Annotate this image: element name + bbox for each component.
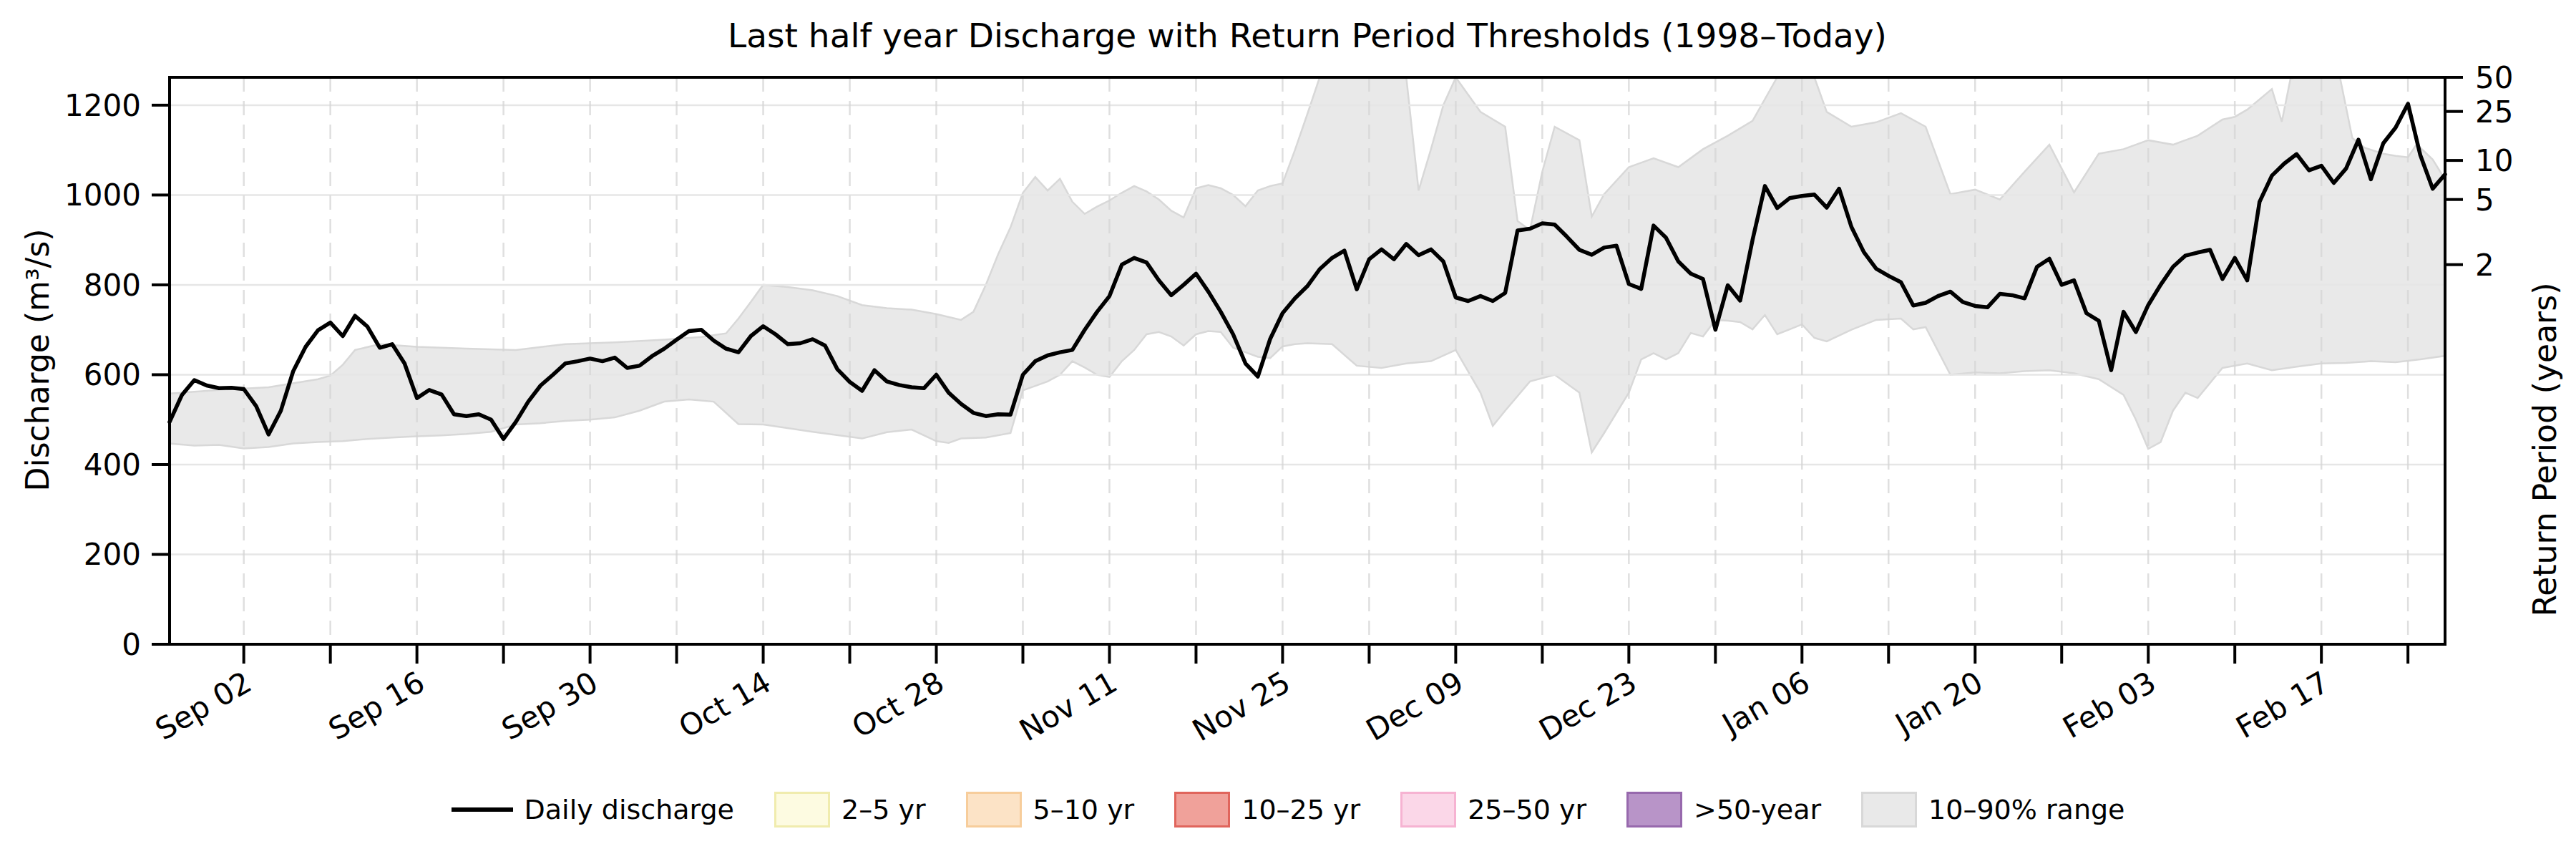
legend-item-10-90-range: 10–90% range <box>1861 792 2124 828</box>
y-left-tick-label: 800 <box>84 268 141 303</box>
legend: Daily discharge 2–5 yr 5–10 yr 10–25 yr … <box>0 792 2576 828</box>
y-left-tick-label: 0 <box>122 627 141 662</box>
threshold-25-50yr-swatch-icon <box>1400 792 1456 828</box>
threshold-over-50yr-swatch-icon <box>1626 792 1682 828</box>
legend-label: Daily discharge <box>525 794 734 825</box>
x-tick-label: Feb 03 <box>2057 664 2162 745</box>
legend-label: 2–5 yr <box>841 794 926 825</box>
y-left-tick-label: 400 <box>84 447 141 482</box>
x-tick-label: Dec 09 <box>1360 664 1470 747</box>
x-tick-label: Sep 30 <box>496 664 604 747</box>
x-tick-label: Oct 14 <box>673 664 776 744</box>
legend-label: 10–90% range <box>1928 794 2124 825</box>
threshold-2-5yr-swatch-icon <box>774 792 830 828</box>
x-tick-label: Feb 17 <box>2230 664 2335 745</box>
plot-area: 0 200 400 600 800 1000 1200 5025 10 5 2 Sep 02 Sep 1… <box>0 0 2576 859</box>
band-10-90-range <box>170 77 2445 452</box>
x-tick-label: Jan 20 <box>1888 664 1989 743</box>
legend-item-5-10yr: 5–10 yr <box>966 792 1135 828</box>
threshold-10-25yr-swatch-icon <box>1174 792 1230 828</box>
y-right-tick-label: 5 <box>2475 183 2494 218</box>
legend-item-over-50yr: >50-year <box>1626 792 1821 828</box>
legend-label: 5–10 yr <box>1033 794 1135 825</box>
y-right-tick-label: 50 <box>2475 60 2513 95</box>
legend-label: >50-year <box>1694 794 1821 825</box>
legend-item-25-50yr: 25–50 yr <box>1400 792 1586 828</box>
legend-label: 10–25 yr <box>1241 794 1360 825</box>
x-tick-label: Jan 06 <box>1714 664 1815 743</box>
range-10-90-swatch-icon <box>1861 792 1917 828</box>
x-tick-label: Sep 02 <box>150 664 258 747</box>
y-left-tick-label: 200 <box>84 537 141 572</box>
y-right-tick-label: 10 <box>2475 143 2513 178</box>
x-tick-label: Oct 28 <box>846 664 950 744</box>
y-right-tick-label: 2 <box>2475 248 2494 283</box>
y-left-tick-label: 600 <box>84 357 141 392</box>
x-tick-label: Nov 25 <box>1186 664 1296 748</box>
legend-item-10-25yr: 10–25 yr <box>1174 792 1360 828</box>
y-left-tick-label: 1000 <box>64 178 141 213</box>
x-tick-label: Nov 11 <box>1013 664 1123 748</box>
legend-item-daily-discharge: Daily discharge <box>452 794 734 825</box>
discharge-chart-figure: Last half year Discharge with Return Per… <box>0 0 2576 859</box>
x-tick-label: Sep 16 <box>323 664 431 747</box>
x-tick-label: Dec 23 <box>1533 664 1643 747</box>
y-left-tick-label: 1200 <box>64 88 141 123</box>
legend-label: 25–50 yr <box>1468 794 1586 825</box>
legend-item-2-5yr: 2–5 yr <box>774 792 926 828</box>
daily-discharge-line-swatch-icon <box>452 807 513 812</box>
threshold-5-10yr-swatch-icon <box>966 792 1022 828</box>
y-right-tick-label: 25 <box>2475 94 2513 130</box>
